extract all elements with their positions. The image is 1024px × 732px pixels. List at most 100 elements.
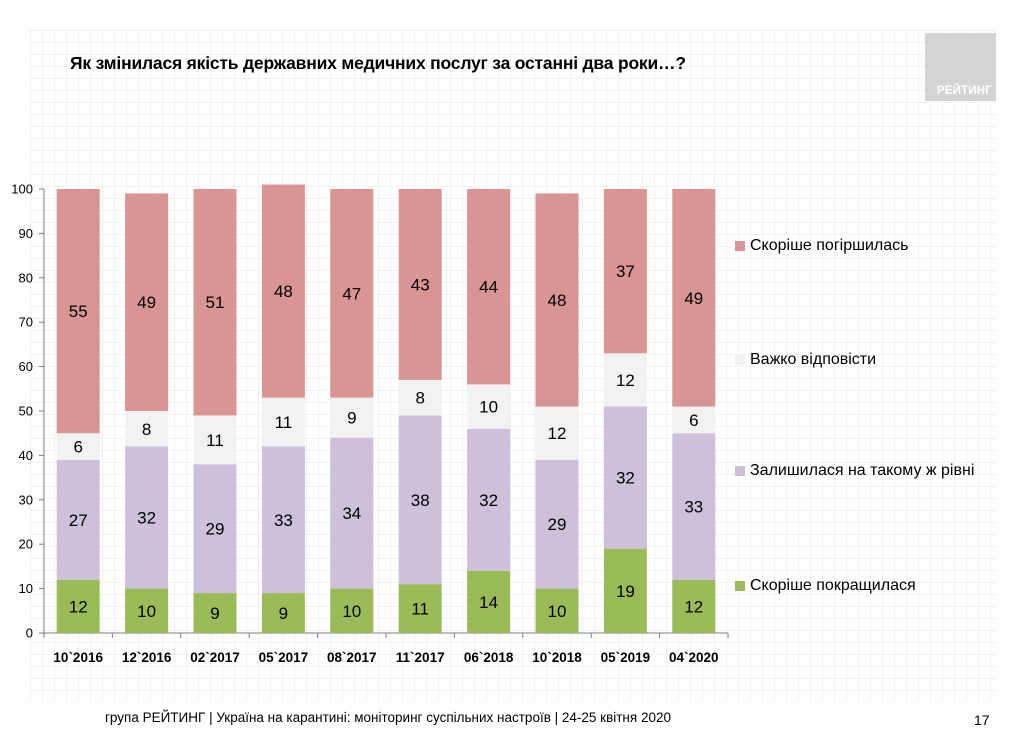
bar-segment-worsened xyxy=(672,189,716,407)
data-label-improved: 10 xyxy=(342,602,361,621)
legend-item-worsened: Скоріше погіршилась xyxy=(735,237,908,255)
y-tick-label: 30 xyxy=(19,492,33,507)
y-tick-label: 60 xyxy=(19,359,33,374)
data-label-hard_to_say: 9 xyxy=(347,409,356,428)
legend-swatch-same xyxy=(735,466,745,476)
x-category-label: 04`2020 xyxy=(669,650,719,665)
bar-segment-worsened xyxy=(125,193,169,411)
data-label-same: 32 xyxy=(137,509,156,528)
data-label-improved: 10 xyxy=(137,602,156,621)
bar-segment-hard_to_say xyxy=(125,411,169,447)
bar-segment-worsened xyxy=(261,184,305,398)
bar-segment-hard_to_say xyxy=(535,406,579,460)
bar-segment-hard_to_say xyxy=(603,353,647,407)
data-label-same: 29 xyxy=(206,520,225,539)
data-label-same: 32 xyxy=(616,469,635,488)
data-label-worsened: 44 xyxy=(479,278,498,297)
legend-label-worsened: Скоріше погіршилась xyxy=(750,237,909,254)
x-category-label: 12`2016 xyxy=(122,650,172,665)
data-label-worsened: 55 xyxy=(69,302,88,321)
x-category-label: 05`2017 xyxy=(259,650,309,665)
bar-segment-improved xyxy=(672,579,716,633)
data-label-worsened: 49 xyxy=(684,289,703,308)
y-tick-label: 80 xyxy=(19,270,33,285)
data-label-improved: 12 xyxy=(69,597,88,616)
bar-segment-hard_to_say xyxy=(56,433,100,460)
data-label-same: 34 xyxy=(342,504,361,523)
data-label-worsened: 49 xyxy=(137,293,156,312)
data-label-worsened: 47 xyxy=(342,284,361,303)
x-category-label: 10`2016 xyxy=(53,650,103,665)
data-label-worsened: 51 xyxy=(206,293,225,312)
x-category-label: 10`2018 xyxy=(532,650,582,665)
bar-segment-same xyxy=(330,437,374,589)
legend-swatch-improved xyxy=(735,581,745,591)
data-label-same: 38 xyxy=(411,491,430,510)
x-category-label: 05`2019 xyxy=(601,650,651,665)
data-label-same: 32 xyxy=(479,491,498,510)
data-label-hard_to_say: 11 xyxy=(275,413,293,432)
bar-segment-same xyxy=(535,459,579,589)
bar-segment-same xyxy=(56,459,100,580)
bar-segment-hard_to_say xyxy=(261,397,305,447)
page-number: 17 xyxy=(974,712,990,728)
y-tick-label: 50 xyxy=(19,404,33,419)
x-category-label: 08`2017 xyxy=(327,650,377,665)
bar-segment-improved xyxy=(467,570,511,633)
data-label-improved: 10 xyxy=(548,602,567,621)
bar-segment-same xyxy=(193,464,237,594)
bar-segment-worsened xyxy=(56,189,100,434)
y-tick-label: 10 xyxy=(19,581,33,596)
bar-segment-improved xyxy=(330,588,374,633)
bar-segment-same xyxy=(125,446,169,589)
legend-swatch-worsened xyxy=(735,241,745,251)
y-tick-label: 90 xyxy=(19,226,33,241)
y-tick-label: 70 xyxy=(19,315,33,330)
x-category-label: 02`2017 xyxy=(190,650,240,665)
bar-segment-worsened xyxy=(398,189,442,380)
data-label-hard_to_say: 12 xyxy=(616,371,635,390)
data-label-hard_to_say: 6 xyxy=(73,438,82,457)
legend-label-improved: Скоріше покращилася xyxy=(750,577,916,594)
chart-legend: Скоріше погіршилась Важко відповісти Залиш… xyxy=(735,230,1005,600)
data-label-improved: 9 xyxy=(210,604,219,623)
data-label-hard_to_say: 10 xyxy=(479,398,498,417)
data-label-improved: 12 xyxy=(684,597,703,616)
bar-segment-hard_to_say xyxy=(193,415,237,465)
bar-segment-improved xyxy=(261,593,305,633)
bar-segment-hard_to_say xyxy=(330,397,374,438)
y-tick-label: 20 xyxy=(19,537,33,552)
bar-segment-hard_to_say xyxy=(398,379,442,416)
y-tick-label: 40 xyxy=(19,448,33,463)
bar-segment-improved xyxy=(193,593,237,633)
footer-text: група РЕЙТИНГ | Україна на карантині: мо… xyxy=(105,710,671,725)
brand-logo: РЕЙТИНГ xyxy=(925,33,996,101)
data-label-hard_to_say: 8 xyxy=(415,389,424,408)
bar-segment-improved xyxy=(56,579,100,633)
data-label-improved: 11 xyxy=(411,600,429,619)
data-label-worsened: 48 xyxy=(548,291,567,310)
data-label-worsened: 48 xyxy=(274,282,293,301)
bar-segment-same xyxy=(603,406,647,549)
bar-segment-worsened xyxy=(603,189,647,354)
x-category-label: 11`2017 xyxy=(396,650,445,665)
x-category-label: 06`2018 xyxy=(464,650,514,665)
legend-item-improved: Скоріше покращилася xyxy=(735,577,916,595)
bar-segment-hard_to_say xyxy=(467,384,511,429)
data-label-same: 27 xyxy=(69,511,88,530)
bar-segment-same xyxy=(398,415,442,585)
legend-label-hard_to_say: Важко відповісти xyxy=(750,351,877,368)
data-label-improved: 9 xyxy=(279,604,288,623)
data-label-worsened: 37 xyxy=(616,262,635,281)
bar-segment-improved xyxy=(535,588,579,633)
bar-segment-worsened xyxy=(193,189,237,416)
bar-segment-improved xyxy=(125,588,169,633)
legend-item-same: Залишилася на такому ж рівні xyxy=(735,462,974,480)
bar-segment-worsened xyxy=(330,189,374,398)
bar-segment-same xyxy=(467,428,511,571)
bar-segment-improved xyxy=(398,584,442,633)
bar-segment-same xyxy=(261,446,305,594)
data-label-same: 33 xyxy=(684,497,703,516)
data-label-worsened: 43 xyxy=(411,275,430,294)
